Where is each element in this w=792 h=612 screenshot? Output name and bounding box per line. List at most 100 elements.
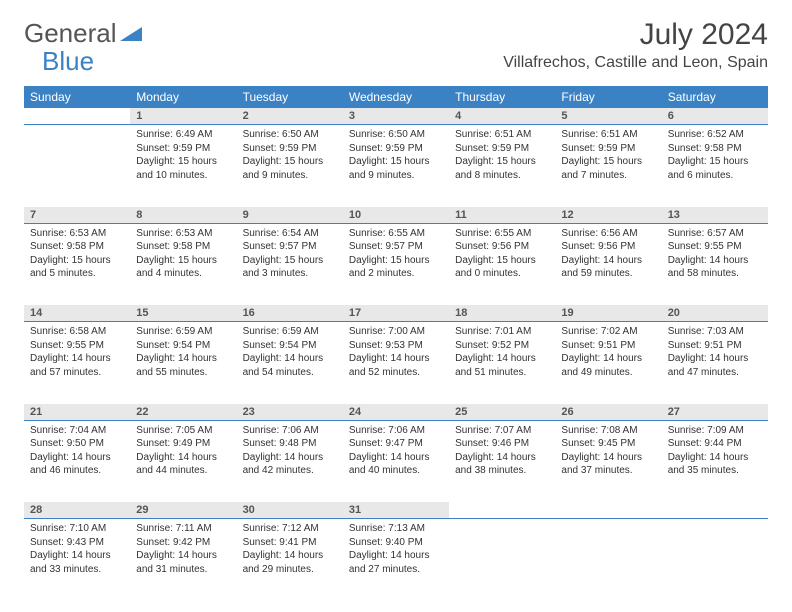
day-body-row: Sunrise: 7:10 AMSunset: 9:43 PMDaylight:… [24,519,768,601]
day-number-row: 21222324252627 [24,404,768,421]
sunset-text: Sunset: 9:41 PM [243,536,337,550]
sunrise-text: Sunrise: 6:58 AM [30,325,124,339]
sunrise-text: Sunrise: 6:57 AM [668,227,762,241]
weekday-header-row: Sunday Monday Tuesday Wednesday Thursday… [24,86,768,108]
daylight-text: Daylight: 15 hours and 3 minutes. [243,254,337,281]
sunset-text: Sunset: 9:53 PM [349,339,443,353]
calendar-table: Sunday Monday Tuesday Wednesday Thursday… [24,86,768,601]
day-body-row: Sunrise: 6:49 AMSunset: 9:59 PMDaylight:… [24,125,768,207]
day-details: Sunrise: 6:53 AMSunset: 9:58 PMDaylight:… [130,224,236,287]
sunset-text: Sunset: 9:40 PM [349,536,443,550]
daylight-text: Daylight: 14 hours and 42 minutes. [243,451,337,478]
day-details: Sunrise: 7:04 AMSunset: 9:50 PMDaylight:… [24,421,130,484]
day-details: Sunrise: 6:51 AMSunset: 9:59 PMDaylight:… [449,125,555,188]
daylight-text: Daylight: 14 hours and 47 minutes. [668,352,762,379]
day-cell: Sunrise: 6:58 AMSunset: 9:55 PMDaylight:… [24,322,130,404]
daylight-text: Daylight: 15 hours and 9 minutes. [243,155,337,182]
month-title: July 2024 [503,18,768,52]
day-number: 20 [662,305,768,322]
day-number: 27 [662,404,768,421]
sunrise-text: Sunrise: 7:08 AM [561,424,655,438]
day-details: Sunrise: 6:51 AMSunset: 9:59 PMDaylight:… [555,125,661,188]
day-number: 4 [449,108,555,125]
day-details: Sunrise: 6:59 AMSunset: 9:54 PMDaylight:… [237,322,343,385]
sunset-text: Sunset: 9:43 PM [30,536,124,550]
weekday-header: Sunday [24,86,130,108]
sunset-text: Sunset: 9:56 PM [455,240,549,254]
daylight-text: Daylight: 14 hours and 52 minutes. [349,352,443,379]
header: General July 2024 Villafrechos, Castille… [0,0,792,78]
sunset-text: Sunset: 9:56 PM [561,240,655,254]
daylight-text: Daylight: 14 hours and 58 minutes. [668,254,762,281]
day-details: Sunrise: 7:12 AMSunset: 9:41 PMDaylight:… [237,519,343,582]
day-cell: Sunrise: 6:50 AMSunset: 9:59 PMDaylight:… [237,125,343,207]
daylight-text: Daylight: 14 hours and 35 minutes. [668,451,762,478]
weekday-header: Thursday [449,86,555,108]
day-number: 18 [449,305,555,322]
day-details: Sunrise: 6:49 AMSunset: 9:59 PMDaylight:… [130,125,236,188]
daylight-text: Daylight: 14 hours and 29 minutes. [243,549,337,576]
day-number: 22 [130,404,236,421]
sunrise-text: Sunrise: 6:59 AM [136,325,230,339]
sunset-text: Sunset: 9:58 PM [668,142,762,156]
sunset-text: Sunset: 9:51 PM [668,339,762,353]
daylight-text: Daylight: 15 hours and 5 minutes. [30,254,124,281]
day-number: 16 [237,305,343,322]
day-cell: Sunrise: 6:57 AMSunset: 9:55 PMDaylight:… [662,223,768,305]
day-cell: Sunrise: 7:11 AMSunset: 9:42 PMDaylight:… [130,519,236,601]
day-number [662,502,768,519]
day-cell [662,519,768,601]
day-details: Sunrise: 7:05 AMSunset: 9:49 PMDaylight:… [130,421,236,484]
sunrise-text: Sunrise: 7:00 AM [349,325,443,339]
sunset-text: Sunset: 9:54 PM [136,339,230,353]
weekday-header: Monday [130,86,236,108]
daylight-text: Daylight: 14 hours and 27 minutes. [349,549,443,576]
sunset-text: Sunset: 9:50 PM [30,437,124,451]
sunrise-text: Sunrise: 6:55 AM [455,227,549,241]
daylight-text: Daylight: 14 hours and 59 minutes. [561,254,655,281]
day-details: Sunrise: 7:02 AMSunset: 9:51 PMDaylight:… [555,322,661,385]
day-details: Sunrise: 7:13 AMSunset: 9:40 PMDaylight:… [343,519,449,582]
day-number: 10 [343,207,449,224]
sunset-text: Sunset: 9:59 PM [561,142,655,156]
sunset-text: Sunset: 9:59 PM [349,142,443,156]
sunrise-text: Sunrise: 7:09 AM [668,424,762,438]
sunset-text: Sunset: 9:57 PM [349,240,443,254]
day-details: Sunrise: 6:58 AMSunset: 9:55 PMDaylight:… [24,322,130,385]
sunrise-text: Sunrise: 7:13 AM [349,522,443,536]
day-number: 11 [449,207,555,224]
sunset-text: Sunset: 9:47 PM [349,437,443,451]
location-label: Villafrechos, Castille and Leon, Spain [503,54,768,72]
logo: General [24,18,144,49]
sunset-text: Sunset: 9:57 PM [243,240,337,254]
sunrise-text: Sunrise: 7:11 AM [136,522,230,536]
day-number: 14 [24,305,130,322]
day-number: 31 [343,502,449,519]
day-cell [449,519,555,601]
day-cell: Sunrise: 7:06 AMSunset: 9:47 PMDaylight:… [343,420,449,502]
weekday-header: Friday [555,86,661,108]
day-number: 8 [130,207,236,224]
day-cell: Sunrise: 7:07 AMSunset: 9:46 PMDaylight:… [449,420,555,502]
daylight-text: Daylight: 14 hours and 49 minutes. [561,352,655,379]
day-body-row: Sunrise: 7:04 AMSunset: 9:50 PMDaylight:… [24,420,768,502]
day-body-row: Sunrise: 6:53 AMSunset: 9:58 PMDaylight:… [24,223,768,305]
daylight-text: Daylight: 14 hours and 57 minutes. [30,352,124,379]
day-number: 25 [449,404,555,421]
day-cell [24,125,130,207]
sunset-text: Sunset: 9:55 PM [30,339,124,353]
daylight-text: Daylight: 14 hours and 38 minutes. [455,451,549,478]
day-number: 7 [24,207,130,224]
sunrise-text: Sunrise: 7:07 AM [455,424,549,438]
day-details: Sunrise: 6:50 AMSunset: 9:59 PMDaylight:… [343,125,449,188]
day-details: Sunrise: 6:54 AMSunset: 9:57 PMDaylight:… [237,224,343,287]
day-number: 3 [343,108,449,125]
sunrise-text: Sunrise: 6:53 AM [136,227,230,241]
sunset-text: Sunset: 9:48 PM [243,437,337,451]
day-number: 5 [555,108,661,125]
day-number: 15 [130,305,236,322]
day-details: Sunrise: 7:06 AMSunset: 9:48 PMDaylight:… [237,421,343,484]
day-number-row: 78910111213 [24,207,768,224]
day-cell: Sunrise: 6:49 AMSunset: 9:59 PMDaylight:… [130,125,236,207]
day-cell: Sunrise: 7:03 AMSunset: 9:51 PMDaylight:… [662,322,768,404]
